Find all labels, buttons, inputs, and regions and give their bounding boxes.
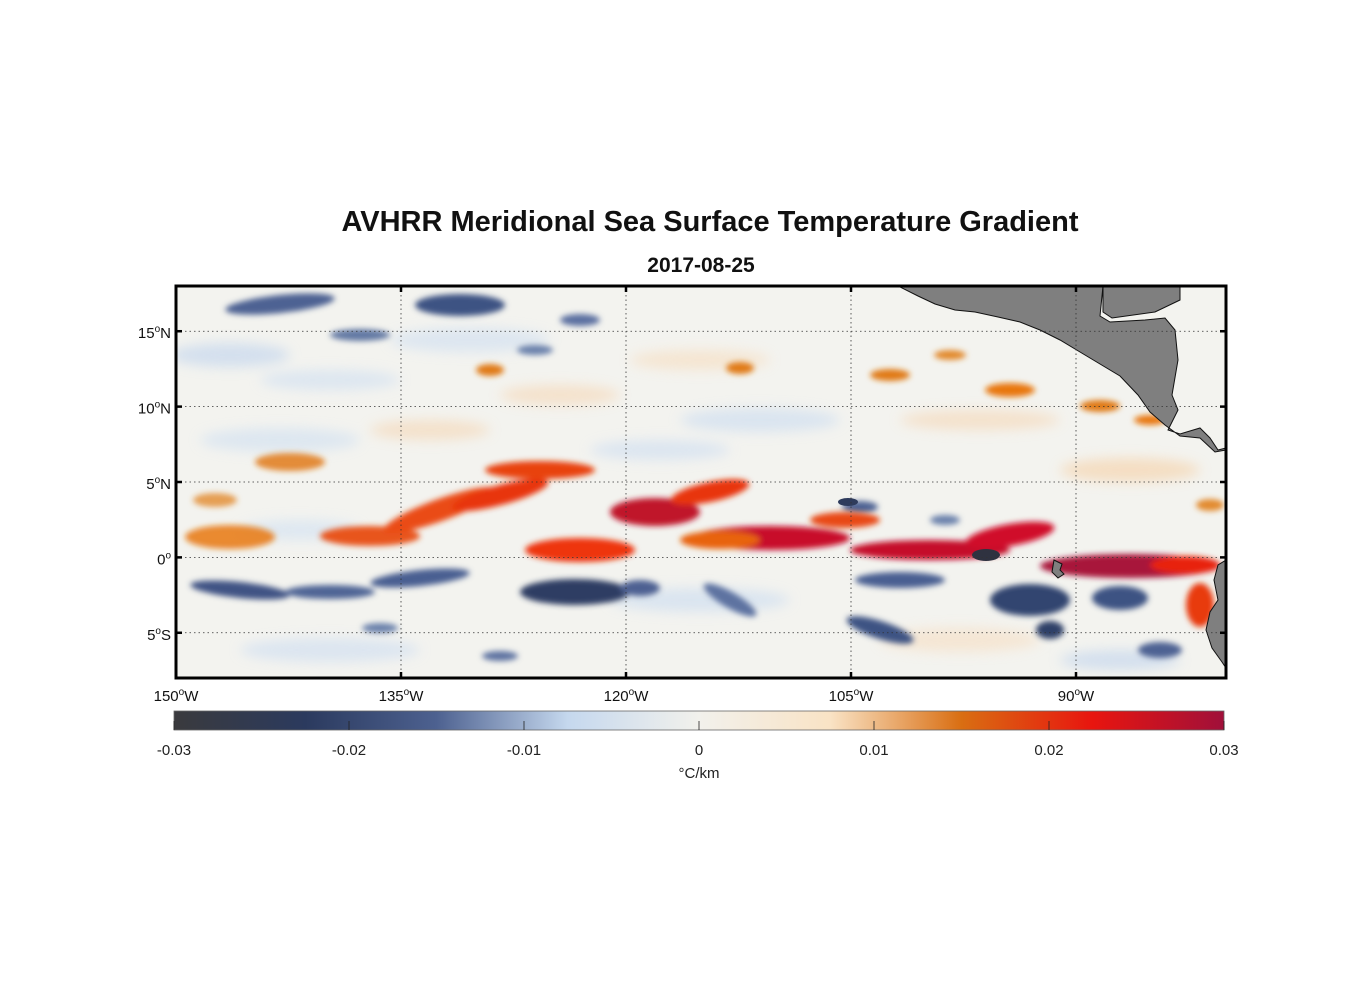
gradient-field [176,286,1226,678]
lon-tick-label: 120oW [604,687,650,705]
degree-symbol: o [854,687,860,698]
lat-tick-label: 5oS [147,626,171,644]
lat-tick-label: 0o [157,550,171,568]
colorbar-tick-label: 0.01 [859,742,888,759]
degree-symbol: o [155,324,161,335]
colorbar-unit-label: °C/km [679,765,720,782]
cold-patch [838,498,858,506]
colorbar-tick-label: 0.02 [1034,742,1063,759]
degree-symbol: o [404,687,410,698]
map-axes: 150oW 135oW 120oW 105oW 90oW 15oN 10oN 5oN 0o 5oS [138,286,1226,705]
degree-symbol: o [155,475,161,486]
degree-symbol: o [629,687,635,698]
lon-tick-label: 135oW [379,687,425,705]
degree-symbol: o [155,626,161,637]
land-mass [897,286,1226,669]
degree-symbol: o [165,550,171,561]
colorbar-ticks: -0.03 -0.02 -0.01 0 0.01 0.02 0.03 [157,721,1239,759]
background-texture [176,328,1200,670]
degree-symbol: o [155,400,161,411]
lat-tick-label: 15oN [138,324,171,342]
lon-tick-label: 150oW [154,687,200,705]
colorbar-tick-label: 0 [695,742,703,759]
colorbar: -0.03 -0.02 -0.01 0 0.01 0.02 0.03 °C/km [157,710,1239,782]
lon-tick-label: 105oW [829,687,875,705]
colorbar-tick-label: 0.03 [1209,742,1238,759]
lat-tick-label: 5oN [146,475,171,493]
positive-gradient-streaks [185,350,1224,627]
colorbar-tick-label: -0.03 [157,742,191,759]
chart-title: AVHRR Meridional Sea Surface Temperature… [341,206,1079,238]
lat-tick-label: 10oN [138,400,171,418]
chart-subtitle: 2017-08-25 [647,254,755,277]
degree-symbol: o [1074,687,1080,698]
degree-symbol: o [179,687,185,698]
colorbar-tick-label: -0.01 [507,742,541,759]
lon-tick-label: 90oW [1058,687,1095,705]
negative-gradient-streaks [190,293,1182,661]
colorbar-tick-label: -0.02 [332,742,366,759]
cold-patch [972,549,1000,561]
